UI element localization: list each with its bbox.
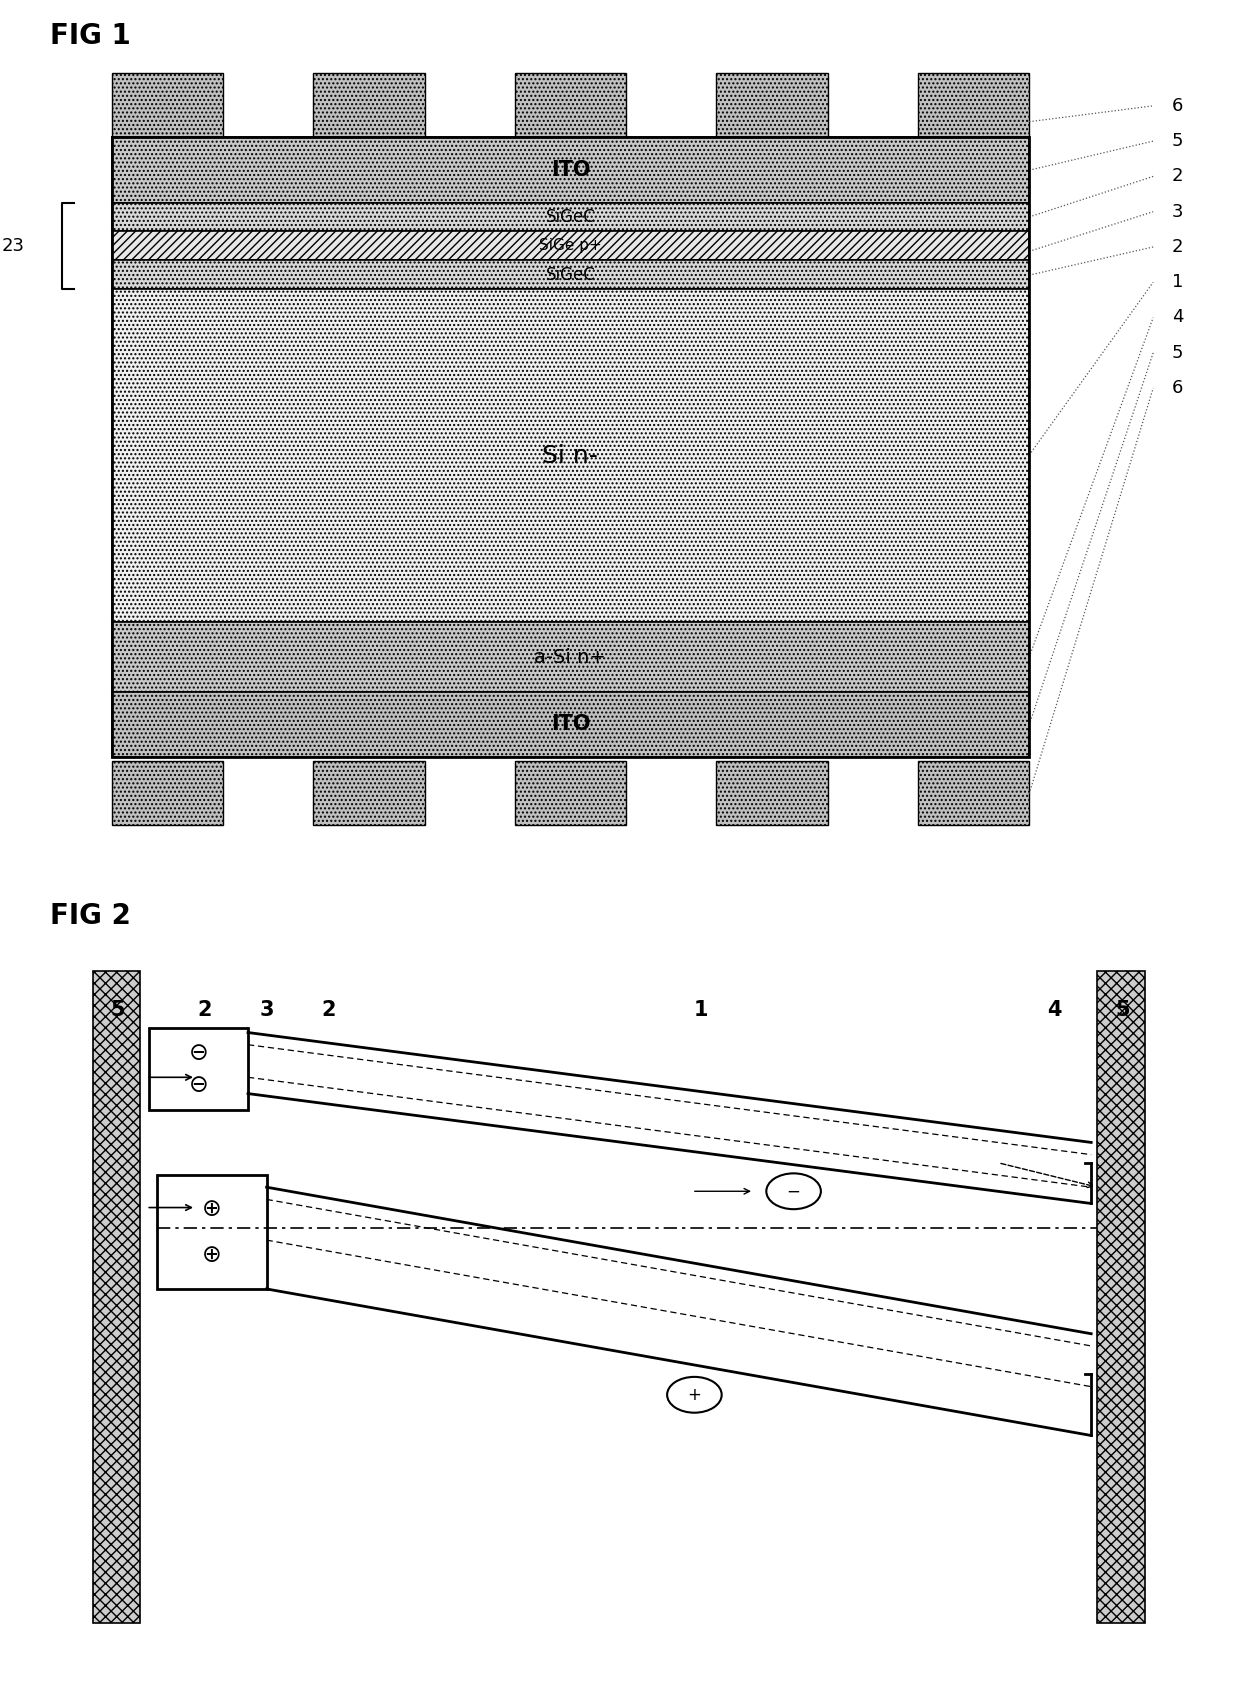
Text: 4: 4 xyxy=(1172,309,1183,327)
Text: 1: 1 xyxy=(693,1001,708,1021)
Text: SiGeC: SiGeC xyxy=(546,266,595,283)
Text: ⊖: ⊖ xyxy=(188,1074,208,1097)
Bar xyxy=(112,259,1029,290)
Bar xyxy=(717,762,828,824)
Text: 5: 5 xyxy=(1172,132,1183,151)
Bar xyxy=(112,231,1029,259)
Bar xyxy=(312,762,424,824)
Bar xyxy=(112,692,1029,756)
Text: 5: 5 xyxy=(110,1001,125,1021)
Text: 4: 4 xyxy=(1047,1001,1061,1021)
Bar xyxy=(93,972,140,1623)
Text: ITO: ITO xyxy=(551,714,590,734)
Text: 2: 2 xyxy=(197,1001,212,1021)
Text: 2: 2 xyxy=(321,1001,336,1021)
Bar xyxy=(112,137,1029,756)
Text: 1: 1 xyxy=(1172,273,1183,292)
Text: 2: 2 xyxy=(1172,237,1183,256)
Circle shape xyxy=(766,1174,821,1209)
Text: Si n-: Si n- xyxy=(542,444,599,468)
Bar xyxy=(157,1175,267,1289)
Text: ⊕: ⊕ xyxy=(202,1243,222,1267)
Bar xyxy=(112,762,223,824)
Text: 5: 5 xyxy=(1172,344,1183,361)
Text: FIG 2: FIG 2 xyxy=(50,902,130,931)
Text: ITO: ITO xyxy=(551,159,590,180)
Bar xyxy=(515,73,626,137)
Text: ⊕: ⊕ xyxy=(202,1197,222,1221)
Bar xyxy=(515,762,626,824)
Bar xyxy=(112,137,1029,204)
Bar xyxy=(112,73,223,137)
Text: +: + xyxy=(687,1386,702,1404)
Bar xyxy=(149,1028,248,1109)
Text: 3: 3 xyxy=(259,1001,274,1021)
Bar xyxy=(918,762,1029,824)
Text: a-Si n+: a-Si n+ xyxy=(534,648,606,667)
Text: 3: 3 xyxy=(1172,202,1183,220)
Bar xyxy=(918,73,1029,137)
Circle shape xyxy=(667,1377,722,1413)
Text: 2: 2 xyxy=(1172,168,1183,185)
Bar xyxy=(1097,972,1145,1623)
Bar xyxy=(112,622,1029,692)
Text: 6: 6 xyxy=(1172,378,1183,397)
Text: ⊖: ⊖ xyxy=(188,1041,208,1065)
Text: SiGeC: SiGeC xyxy=(546,209,595,226)
Text: 6: 6 xyxy=(1172,97,1183,115)
Text: 5: 5 xyxy=(1115,1001,1130,1021)
Bar xyxy=(112,290,1029,622)
Text: 23: 23 xyxy=(1,237,25,254)
Text: FIG 1: FIG 1 xyxy=(50,22,130,51)
Text: −: − xyxy=(786,1182,801,1201)
Text: SiGe p+: SiGe p+ xyxy=(539,237,601,253)
Bar xyxy=(717,73,828,137)
Bar xyxy=(112,204,1029,231)
Bar xyxy=(312,73,424,137)
